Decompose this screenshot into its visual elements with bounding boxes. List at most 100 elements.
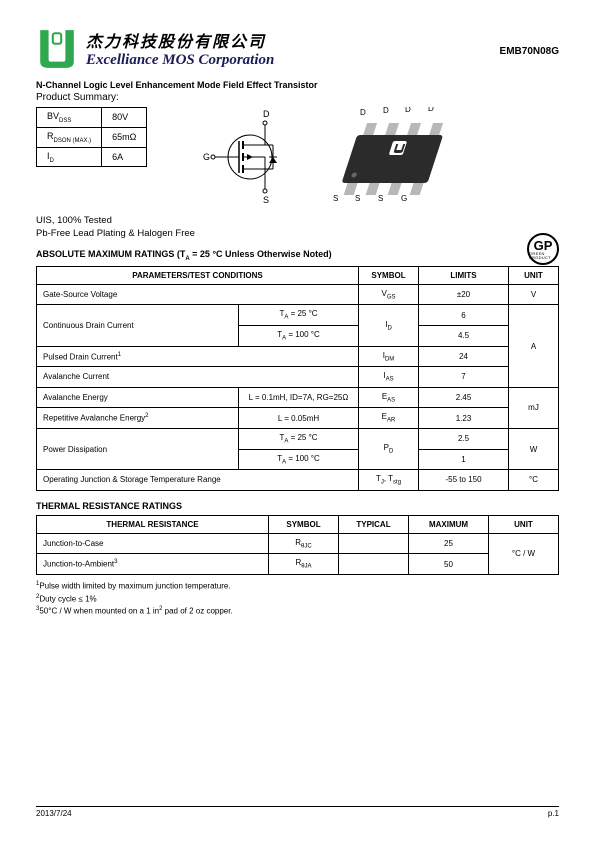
summary-value: 6A [102,147,147,167]
cond-cell: TA = 25 °C [239,305,359,326]
company-name-cn: 杰力科技股份有限公司 [86,28,500,52]
unit-cell: °C / W [489,533,559,574]
note-line: UIS, 100% Tested [36,215,559,226]
limit-cell: 1.23 [419,408,509,429]
svg-text:S: S [355,194,360,203]
unit-cell: °C [509,470,559,491]
product-summary-table: BVDSS80V RDSON (MAX.)65mΩ ID6A [36,107,147,167]
typical-cell [339,554,409,575]
symbol-cell: EAS [359,387,419,408]
unit-cell: mJ [509,387,559,428]
footer-page: p.1 [548,809,559,818]
svg-text:S: S [333,194,338,203]
company-logo-icon [36,28,78,70]
param-cell: Junction-to-Case [37,533,269,554]
limit-cell: 2.45 [419,387,509,408]
symbol-cell: PD [359,428,419,469]
limit-cell: 7 [419,367,509,388]
footer-date: 2013/7/24 [36,809,72,818]
symbol-cell: VGS [359,284,419,305]
company-name-block: 杰力科技股份有限公司 Excelliance MOS Corporation [86,28,500,69]
summary-param: ID [37,147,102,167]
summary-param: RDSON (MAX.) [37,127,102,147]
param-cell: Avalanche Energy [37,387,239,408]
cond-cell: TA = 100 °C [239,325,359,346]
package-diagram: D D D D S S S G [325,107,485,197]
cond-cell: L = 0.1mH, ID=7A, RG=25Ω [239,387,359,408]
abs-max-table: PARAMETERS/TEST CONDITIONS SYMBOL LIMITS… [36,266,559,491]
cond-cell: L = 0.05mH [239,408,359,429]
svg-text:D: D [360,108,366,117]
summary-value: 65mΩ [102,127,147,147]
footnote: 1Pulse width limited by maximum junction… [36,581,559,591]
pin-d-label: D [263,109,270,119]
top-row: BVDSS80V RDSON (MAX.)65mΩ ID6A D [36,107,559,207]
col-header: MAXIMUM [409,515,489,533]
param-cell: Operating Junction & Storage Temperature… [37,470,359,491]
param-cell: Power Dissipation [37,428,239,469]
svg-text:D: D [428,107,434,113]
company-name-en: Excelliance MOS Corporation [86,52,500,69]
unit-cell: A [509,305,559,387]
page-footer: 2013/7/24 p.1 [36,806,559,818]
abs-max-title: ABSOLUTE MAXIMUM RATINGS (TA = 25 °C Unl… [36,249,559,262]
summary-param: BVDSS [37,108,102,128]
param-cell: Gate-Source Voltage [37,284,359,305]
cond-cell: TA = 25 °C [239,428,359,449]
green-product-badge-icon: GP GREEN PRODUCT [527,233,559,265]
footnote: 350°C / W when mounted on a 1 in2 pad of… [36,606,559,616]
col-header: UNIT [509,266,559,284]
unit-cell: V [509,284,559,305]
col-header: SYMBOL [269,515,339,533]
pin-g-label: G [203,152,210,162]
col-header: PARAMETERS/TEST CONDITIONS [37,266,359,284]
badge-text: GP [534,239,553,252]
param-cell: Junction-to-Ambient3 [37,554,269,575]
note-line: Pb-Free Lead Plating & Halogen Free [36,228,559,239]
mosfet-symbol-diagram: D S G [185,107,315,207]
limit-cell: 24 [419,346,509,367]
svg-text:S: S [378,194,383,203]
limit-cell: 6 [419,305,509,326]
col-header: TYPICAL [339,515,409,533]
symbol-cell: IDM [359,346,419,367]
limit-cell: 1 [419,449,509,470]
limit-cell: 4.5 [419,325,509,346]
typical-cell [339,533,409,554]
symbol-cell: EAR [359,408,419,429]
unit-cell: W [509,428,559,469]
summary-value: 80V [102,108,147,128]
max-cell: 25 [409,533,489,554]
col-header: THERMAL RESISTANCE [37,515,269,533]
col-header: SYMBOL [359,266,419,284]
limit-cell: -55 to 150 [419,470,509,491]
svg-text:D: D [405,107,411,114]
thermal-table: THERMAL RESISTANCE SYMBOL TYPICAL MAXIMU… [36,515,559,575]
symbol-cell: ID [359,305,419,346]
symbol-cell: RθJC [269,533,339,554]
col-header: LIMITS [419,266,509,284]
param-cell: Continuous Drain Current [37,305,239,346]
pin-s-label: S [263,195,269,205]
svg-text:G: G [401,194,407,203]
product-notes: UIS, 100% Tested Pb-Free Lead Plating & … [36,215,559,239]
part-number: EMB70N08G [500,46,559,57]
cond-cell: TA = 100 °C [239,449,359,470]
symbol-cell: TJ, Tstg [359,470,419,491]
param-cell: Pulsed Drain Current1 [37,346,359,367]
param-cell: Avalanche Current [37,367,359,388]
symbol-cell: IAS [359,367,419,388]
max-cell: 50 [409,554,489,575]
col-header: UNIT [489,515,559,533]
page-header: 杰力科技股份有限公司 Excelliance MOS Corporation E… [36,28,559,70]
thermal-title: THERMAL RESISTANCE RATINGS [36,501,559,511]
badge-subtext: GREEN PRODUCT [529,252,557,260]
limit-cell: ±20 [419,284,509,305]
product-summary-title: Product Summary: [36,92,559,103]
limit-cell: 2.5 [419,428,509,449]
product-subtitle: N-Channel Logic Level Enhancement Mode F… [36,80,559,90]
footnotes: 1Pulse width limited by maximum junction… [36,581,559,616]
param-cell: Repetitive Avalanche Energy2 [37,408,239,429]
svg-text:D: D [383,107,389,115]
footnote: 2Duty cycle ≤ 1% [36,594,559,604]
